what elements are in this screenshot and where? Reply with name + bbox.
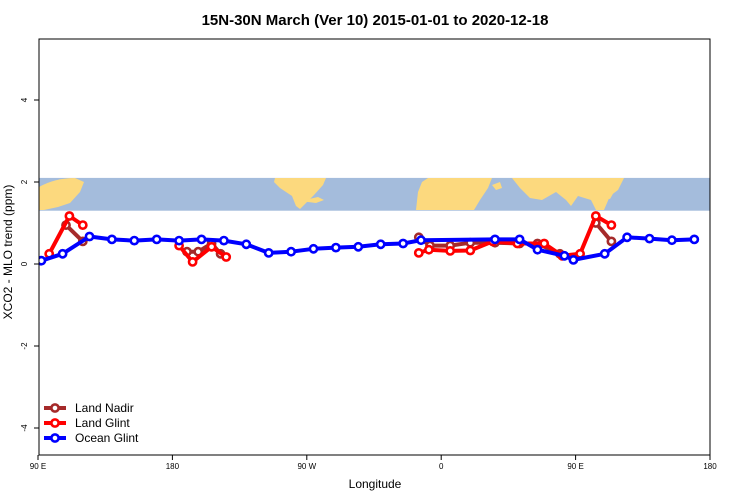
land-mass [492,182,502,190]
data-point-land-nadir [606,236,617,247]
y-tick-label: 4 [20,97,29,102]
x-tick-label: 90 E [567,462,583,471]
data-point-ocean-glint [308,243,319,254]
data-point-ocean-glint [107,234,117,245]
data-point-land-glint [606,220,617,230]
data-point-ocean-glint [514,234,525,245]
legend-label: Ocean Glint [75,431,139,445]
land-mass [39,178,84,210]
legend-item-land-nadir: Land Nadir [44,401,134,415]
land-mass [416,178,492,210]
data-point-ocean-glint [218,235,229,246]
data-point-land-glint [590,211,601,221]
land-mass [300,197,324,203]
chart-title: 15N-30N March (Ver 10) 2015-01-01 to 202… [202,12,549,29]
legend-swatch-marker [50,433,60,443]
data-point-ocean-glint [241,239,252,250]
data-point-ocean-glint [644,233,655,244]
data-point-ocean-glint [667,235,677,246]
data-point-land-glint [465,245,476,256]
x-tick-label: 180 [703,462,717,471]
data-point-ocean-glint [689,234,700,245]
data-point-ocean-glint [151,234,162,245]
series-line-ocean-glint [39,234,697,263]
data-point-land-glint [413,247,424,258]
data-point-land-glint [187,256,198,267]
data-point-ocean-glint [416,235,426,246]
legend-item-land-glint: Land Glint [44,416,130,430]
y-tick-label: -2 [20,342,29,350]
series-ocean-glint [39,231,700,266]
legend-swatch-marker [50,403,60,413]
data-point-ocean-glint [263,247,274,258]
data-point-land-glint [221,252,232,262]
data-point-ocean-glint [622,232,632,243]
data-point-ocean-glint [490,234,500,245]
x-tick-label: 0 [439,462,444,471]
map-land [39,178,624,210]
x-tick-label: 90 E [30,462,46,471]
data-point-ocean-glint [568,254,579,265]
data-point-ocean-glint [599,248,610,259]
data-point-ocean-glint [57,248,68,259]
y-tick-label: -4 [20,424,29,432]
x-axis-label: Longitude [349,477,402,491]
data-point-ocean-glint [129,235,140,246]
x-tick-label: 180 [166,462,180,471]
y-axis-ticks: -4 -2 0 2 4 [20,97,39,432]
data-point-ocean-glint [39,255,47,266]
data-point-ocean-glint [174,235,184,246]
data-point-land-glint [64,211,75,221]
legend-swatch-marker [50,418,60,428]
land-mass [598,186,614,199]
data-point-ocean-glint [532,244,543,255]
data-point-land-glint [77,220,88,230]
data-point-ocean-glint [84,231,95,242]
data-point-land-glint [423,244,434,255]
data-point-ocean-glint [330,242,341,253]
data-point-ocean-glint [559,250,570,261]
data-point-land-glint [539,238,550,249]
legend-label: Land Nadir [75,401,134,415]
data-point-ocean-glint [196,234,207,245]
data-point-ocean-glint [398,238,408,249]
x-tick-label: 90 W [297,462,316,471]
legend-label: Land Glint [75,416,130,430]
series-layer [39,211,700,267]
land-mass [274,178,326,209]
x-axis-ticks: 90 E 180 90 W 0 90 E 180 [30,455,717,471]
legend-item-ocean-glint: Ocean Glint [44,431,139,445]
y-tick-label: 0 [20,261,29,266]
data-point-land-glint [445,245,456,256]
data-point-ocean-glint [375,239,386,250]
data-point-ocean-glint [353,241,364,252]
world-map-band [39,177,710,211]
y-axis-label: XCO2 - MLO trend (ppm) [1,185,15,320]
series-line-land-glint [177,243,229,264]
y-tick-label: 2 [20,179,29,184]
land-mass [512,178,624,210]
data-point-land-glint [206,241,217,252]
plot-frame [38,38,711,456]
data-point-ocean-glint [286,246,296,257]
